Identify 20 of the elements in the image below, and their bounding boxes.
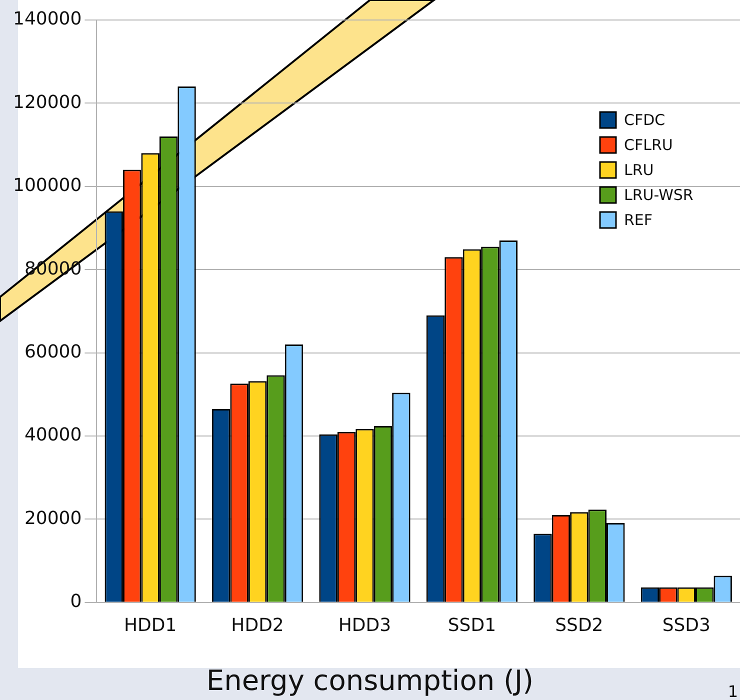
legend-label: LRU-WSR [624, 186, 694, 204]
legend-label: CFLRU [624, 136, 673, 154]
y-tick-label: 40000 [24, 424, 82, 446]
text: Energy consumption (J) [206, 664, 534, 697]
legend-label: LRU [624, 160, 654, 179]
y-tick-label: 20000 [24, 508, 82, 529]
x-tick-label: SSD3 [662, 614, 710, 636]
y-tick-label: 140000 [12, 8, 82, 30]
x-tick-label: HDD2 [231, 614, 284, 636]
x-tick-label: SSD2 [555, 614, 604, 636]
x-tick-label: HDD3 [338, 614, 392, 636]
legend-label: CFDC [624, 110, 666, 129]
y-tick-label: 120000 [12, 92, 82, 113]
y-tick-label: 0 [70, 591, 82, 612]
y-tick-label: 60000 [24, 341, 82, 362]
x-tick-label: SSD1 [448, 614, 496, 636]
y-tick-label: 100000 [12, 175, 82, 196]
x-tick-label: HDD1 [124, 614, 177, 636]
text: 1 [728, 682, 738, 700]
legend-label: REF [624, 210, 653, 229]
